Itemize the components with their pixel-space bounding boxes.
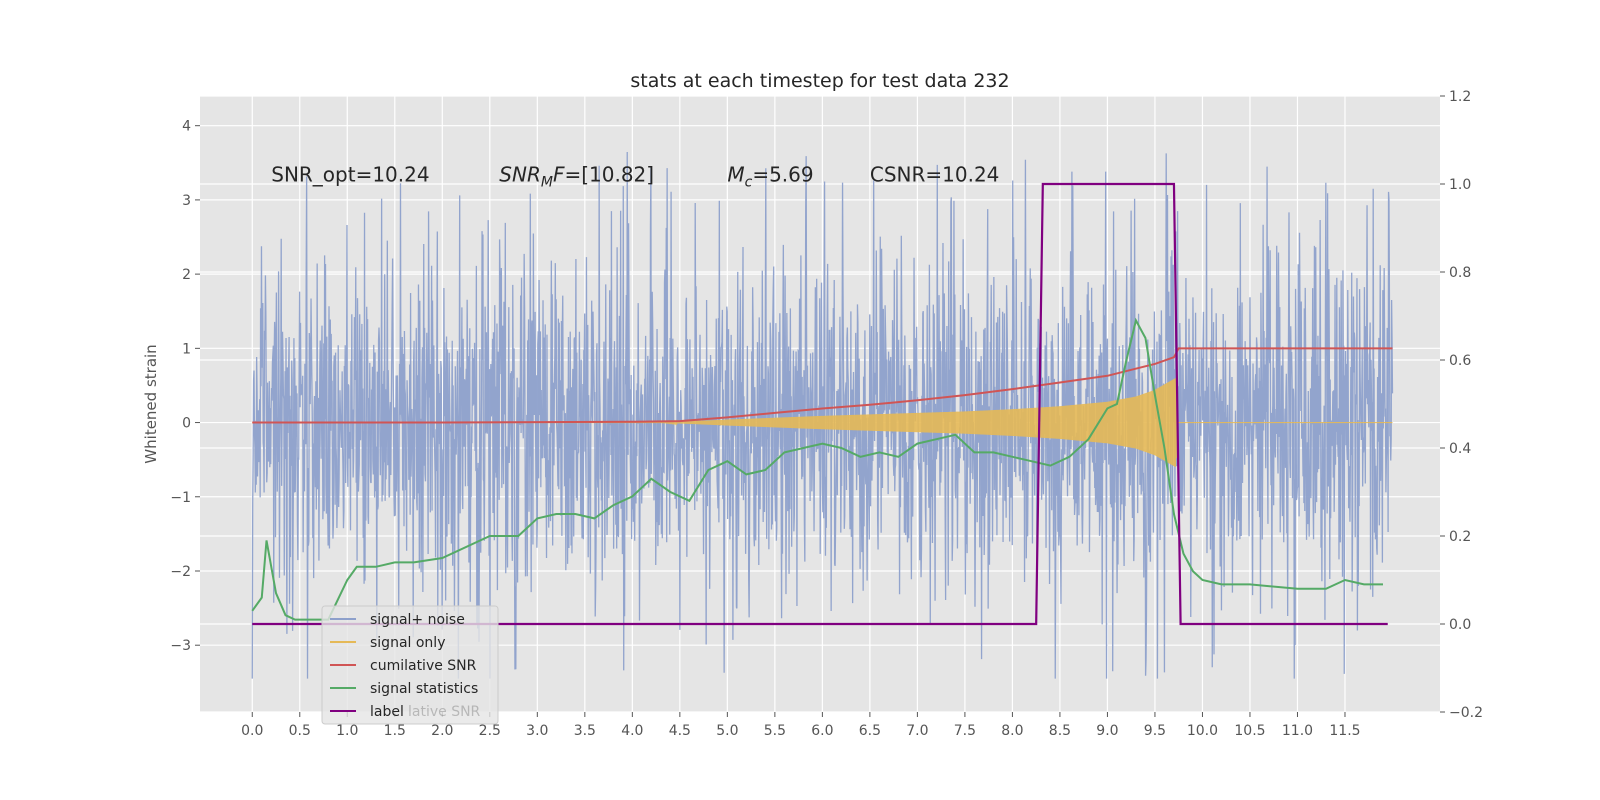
- legend-label: signal only: [370, 635, 445, 651]
- x-tick-label: 11.0: [1282, 723, 1313, 739]
- chart-title: stats at each timestep for test data 232: [630, 70, 1009, 92]
- annotation-part: M: [727, 162, 744, 186]
- legend-label: cumilative SNR: [370, 658, 477, 674]
- y-tick-label: 4: [182, 119, 191, 135]
- annotation-text: CSNR=10.24: [870, 162, 1000, 186]
- y2-tick-label: 1.2: [1449, 89, 1471, 105]
- legend-label: signal statistics: [370, 681, 478, 697]
- x-tick-label: 9.5: [1144, 723, 1166, 739]
- x-tick-label: 6.0: [811, 723, 833, 739]
- annotation-part: F: [553, 162, 565, 186]
- series-layer: [251, 152, 1394, 679]
- y2-tick-label: 0.6: [1449, 353, 1471, 369]
- x-tick-label: 5.0: [716, 723, 738, 739]
- y2-tick-label: 0.0: [1449, 617, 1471, 633]
- series-label-line: [252, 182, 1388, 626]
- series-cumulative-snr-line: [252, 347, 1393, 424]
- y2-tick-label: 0.8: [1449, 265, 1471, 281]
- y-tick-label: 0: [182, 416, 191, 432]
- annotation-part: SNR: [499, 162, 541, 186]
- x-tick-label: 4.5: [669, 723, 691, 739]
- annotations: SNR_opt=10.24 SNRMF=[10.82] Mc=5.69 CSNR=10…: [271, 162, 999, 190]
- x-tick-label: 6.5: [859, 723, 881, 739]
- x-tick-label: 0.0: [241, 723, 263, 739]
- y2-tick-label: −0.2: [1449, 705, 1483, 721]
- x-tick-label: 9.0: [1096, 723, 1118, 739]
- x-tick-label: 5.5: [764, 723, 786, 739]
- legend: signal+ noise signal only cumilative SNR si…: [321, 605, 499, 725]
- legend-box: [321, 605, 499, 725]
- series-signal-statistics-line: [251, 317, 1383, 621]
- legend-label: signal+ noise: [370, 612, 465, 628]
- x-tick-label: 1.5: [384, 723, 406, 739]
- x-tick-label: 8.0: [1001, 723, 1023, 739]
- annotation-text: SNR_opt=10.24: [271, 162, 429, 186]
- annotation-part: SNR_opt=10.24: [271, 162, 429, 186]
- annotation-part: CSNR=10.24: [870, 162, 1000, 186]
- y-tick-label: 1: [182, 341, 191, 357]
- axes: 0.0 0.5 1.0 1.5 2.0 2.5 3.0 3.5 4.0 4.5 5.0 5.5 6.0 6…: [170, 89, 1483, 739]
- annotation-text: SNRMF=[10.82]: [499, 162, 654, 190]
- x-tick-label: 0.5: [289, 723, 311, 739]
- y-axis-label: Whitened strain: [142, 344, 160, 463]
- x-tick-label: 7.0: [906, 723, 928, 739]
- y-tick-label: 2: [182, 267, 191, 283]
- legend-label: label: [370, 704, 404, 720]
- x-tick-label: 3.0: [526, 723, 548, 739]
- x-tick-label: 4.0: [621, 723, 643, 739]
- annotation-part: M: [541, 174, 553, 190]
- annotation-part: =[10.82]: [564, 162, 654, 186]
- y-tick-label: −3: [170, 638, 191, 654]
- x-tick-label: 2.5: [479, 723, 501, 739]
- legend-overlapped-text: lative SNR: [408, 704, 481, 720]
- x-tick-label: 3.5: [574, 723, 596, 739]
- x-tick-label: 10.5: [1234, 723, 1265, 739]
- series-signal-noise-line: [251, 152, 1394, 679]
- y2-tick-label: 0.4: [1449, 441, 1471, 457]
- y-tick-label: 3: [182, 193, 191, 209]
- x-tick-label: 2.0: [431, 723, 453, 739]
- y2-tick-label: 1.0: [1449, 177, 1471, 193]
- annotation-text: Mc=5.69: [727, 162, 813, 190]
- x-tick-label: 8.5: [1049, 723, 1071, 739]
- x-tick-label: 11.5: [1329, 723, 1360, 739]
- annotation-part: c: [745, 174, 753, 190]
- y-tick-label: −1: [170, 490, 191, 506]
- x-tick-label: 1.0: [336, 723, 358, 739]
- x-tick-label: 10.0: [1187, 723, 1218, 739]
- y2-tick-label: 0.2: [1449, 529, 1471, 545]
- x-tick-label: 7.5: [954, 723, 976, 739]
- annotation-part: =5.69: [752, 162, 813, 186]
- y-tick-label: −2: [170, 564, 191, 580]
